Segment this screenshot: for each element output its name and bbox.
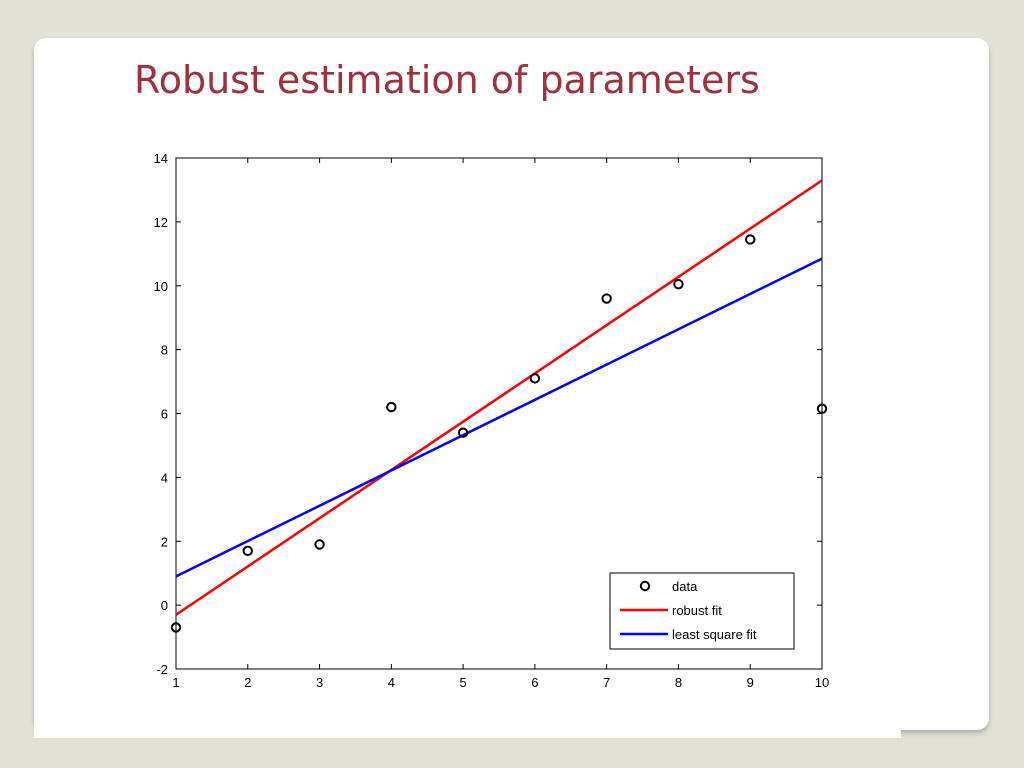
x-tick-label: 2 xyxy=(244,675,251,690)
x-tick-label: 6 xyxy=(531,675,538,690)
data-point xyxy=(386,401,397,413)
y-tick-label: 12 xyxy=(154,215,168,230)
slide-bottom-strip xyxy=(34,700,901,738)
legend: data robust fit least square fit xyxy=(609,572,795,650)
x-tick-label: 7 xyxy=(603,675,610,690)
legend-label: least square fit xyxy=(672,627,757,642)
data-point xyxy=(673,278,684,290)
least-square-fit-line xyxy=(176,257,822,578)
x-tick-label: 1 xyxy=(172,675,179,690)
data-point xyxy=(457,427,469,438)
x-tick-label: 4 xyxy=(388,675,395,690)
legend-label: data xyxy=(672,579,698,594)
data-point xyxy=(242,545,253,557)
y-tick-label: 10 xyxy=(154,279,168,294)
legend-label: robust fit xyxy=(672,603,722,618)
x-tick-label: 8 xyxy=(675,675,682,690)
y-tick-label: 2 xyxy=(161,534,168,549)
robust-fit-line xyxy=(176,179,822,616)
data-point xyxy=(601,293,612,304)
y-tick-label: 8 xyxy=(161,343,168,358)
y-tick-label: 6 xyxy=(161,407,168,422)
x-tick-label: 10 xyxy=(815,675,829,690)
data-point xyxy=(170,622,182,633)
data-point xyxy=(745,234,756,245)
y-tick-label: 14 xyxy=(154,151,168,166)
y-tick-label: 4 xyxy=(161,470,168,485)
slide-title: Robust estimation of parameters xyxy=(134,58,760,102)
legend-marker-data xyxy=(639,580,651,592)
data-point xyxy=(816,403,828,414)
data-point xyxy=(529,373,541,384)
x-tick-label: 9 xyxy=(747,675,754,690)
x-tick-label: 5 xyxy=(459,675,466,690)
y-tick-label: 0 xyxy=(161,598,168,613)
data-point xyxy=(314,539,325,550)
x-tick-label: 3 xyxy=(316,675,323,690)
y-tick-label: -2 xyxy=(156,662,168,677)
